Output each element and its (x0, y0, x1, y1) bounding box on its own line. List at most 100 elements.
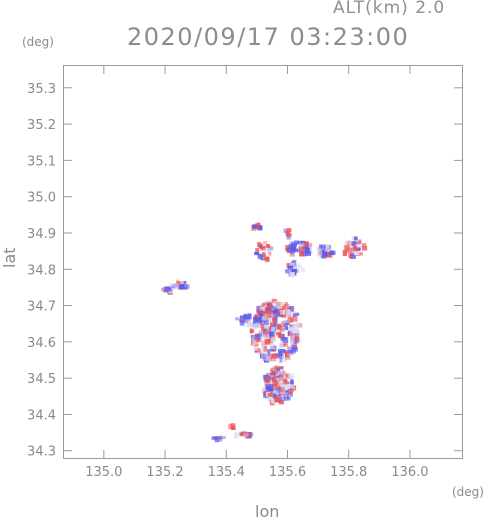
data-cell (259, 353, 266, 359)
data-cell (270, 383, 274, 388)
y-tick-label: 34.7 (27, 300, 56, 315)
data-cell (322, 251, 328, 257)
y-tick-label: 34.5 (27, 372, 56, 387)
data-cell (272, 366, 276, 371)
data-cell (269, 331, 275, 337)
data-cell (262, 314, 267, 320)
data-cell (261, 348, 266, 354)
data-cell (265, 384, 271, 389)
data-cell (346, 240, 352, 246)
data-cell (251, 335, 258, 340)
data-cell (295, 322, 302, 327)
data-cell (272, 391, 278, 396)
data-cell (260, 339, 265, 344)
data-cell (231, 425, 236, 431)
data-cell (248, 322, 253, 327)
data-cell (263, 390, 268, 396)
data-cell (273, 310, 279, 314)
data-cell (260, 352, 267, 358)
data-cell (358, 239, 362, 243)
data-cell (264, 352, 268, 359)
y-tick-label: 34.6 (27, 336, 56, 351)
data-cell (251, 323, 258, 329)
x-unit-label: (deg) (452, 485, 484, 499)
data-cell (230, 423, 236, 427)
data-cell (292, 346, 298, 352)
data-cell (278, 342, 284, 349)
data-cell (228, 423, 233, 430)
data-cell (290, 349, 294, 355)
data-cell (286, 320, 290, 324)
data-cell (289, 334, 296, 338)
data-cell (267, 246, 274, 251)
data-cell (275, 394, 281, 400)
data-cell (279, 370, 283, 375)
data-cell (344, 240, 350, 246)
data-cell (293, 328, 300, 334)
data-cell (290, 388, 295, 392)
data-cell (260, 246, 266, 251)
data-cell (217, 435, 222, 440)
data-cell (270, 368, 275, 372)
data-cell (285, 269, 290, 274)
data-cell (284, 318, 290, 324)
data-cell (253, 318, 257, 324)
data-cell (347, 247, 353, 253)
data-cell (262, 302, 268, 307)
data-cell (239, 432, 246, 437)
data-cell (263, 357, 268, 361)
x-tick-label: 135.6 (269, 465, 306, 480)
data-cell (174, 283, 180, 288)
data-cell (257, 309, 263, 313)
data-cell (289, 328, 295, 334)
x-tick-label: 135.4 (208, 465, 245, 480)
data-cell (354, 245, 358, 252)
data-cell (277, 333, 283, 338)
data-cell (293, 342, 298, 347)
data-cell (265, 372, 272, 376)
data-cell (264, 257, 270, 261)
data-cell (292, 323, 296, 329)
data-cell (285, 389, 289, 395)
data-cell (277, 323, 282, 328)
data-cell (259, 322, 266, 328)
data-cell (293, 322, 298, 327)
data-cell (178, 285, 183, 290)
data-cell (283, 385, 289, 391)
data-cell (317, 250, 322, 257)
data-cell (258, 319, 263, 323)
data-cell (270, 357, 277, 362)
data-cell (298, 243, 305, 247)
data-cell (254, 224, 260, 229)
data-cell (285, 245, 291, 250)
data-cell (239, 315, 246, 320)
data-cell (259, 306, 265, 312)
data-cell (359, 252, 363, 256)
data-cell (299, 251, 304, 257)
data-cell (255, 248, 260, 254)
data-cell (246, 432, 252, 438)
data-cell (284, 304, 290, 308)
data-cell (278, 375, 285, 381)
data-cell (254, 319, 261, 324)
data-cell (303, 251, 308, 257)
data-cell (268, 328, 273, 335)
data-cell (289, 373, 295, 379)
data-cell (269, 343, 274, 350)
data-cell (261, 310, 268, 314)
data-cell (272, 379, 277, 385)
data-cell (285, 231, 290, 237)
data-cell (255, 321, 260, 328)
data-cell (261, 252, 266, 258)
data-cell (284, 302, 289, 307)
data-cell (293, 240, 299, 245)
data-cell (254, 347, 258, 351)
data-cell (241, 317, 246, 322)
data-cell (291, 245, 296, 251)
data-cell (287, 265, 294, 270)
x-axis-label: lon (255, 502, 280, 521)
data-cell (286, 352, 293, 357)
data-cell (253, 337, 258, 343)
data-cell (289, 269, 293, 275)
data-cell (291, 334, 295, 340)
